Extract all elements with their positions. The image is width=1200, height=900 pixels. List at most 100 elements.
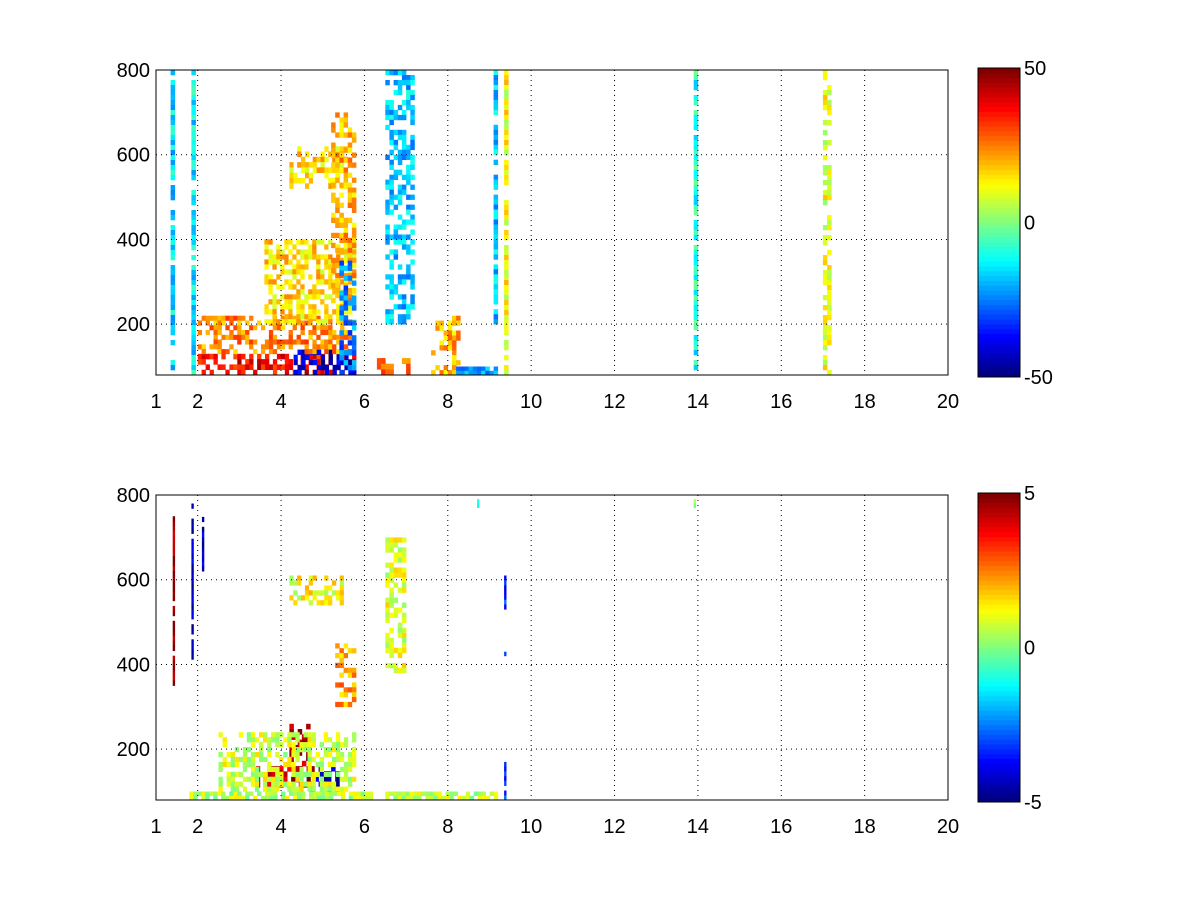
top-heat-cell <box>348 279 353 285</box>
top-heat-cell <box>344 334 349 340</box>
bot-heat-cell <box>319 786 324 792</box>
bot-heat-cell <box>316 791 322 796</box>
top-heat-cell <box>822 90 828 96</box>
bot-heat-cell <box>340 795 346 801</box>
top-heat-cell <box>284 369 290 376</box>
top-heat-cell <box>693 275 699 281</box>
bot-heat-cell <box>271 781 276 787</box>
top-heat-cell <box>493 254 499 260</box>
bot-heat-cell <box>246 737 252 743</box>
bot-heat-cell <box>297 595 302 601</box>
top-heat-cell <box>504 320 509 326</box>
bot-heat-cell <box>309 795 314 801</box>
top-colorbar-swatch <box>978 179 1020 185</box>
top-heat-cell <box>308 249 313 255</box>
bot-heat-cell <box>259 732 264 738</box>
top-heat-cell <box>284 259 289 265</box>
top-heat-cell <box>300 330 305 336</box>
top-heat-cell <box>297 151 302 158</box>
top-heat-cell <box>389 149 394 155</box>
top-heat-cell <box>827 285 832 291</box>
bot-heat-cell <box>352 776 357 782</box>
top-heat-cell <box>504 275 509 281</box>
bot-heat-cell <box>323 781 328 787</box>
bot-heat-feature <box>191 503 194 660</box>
top-heat-cell <box>197 344 202 350</box>
top-heat-cell <box>241 315 246 321</box>
top-heat-cell <box>389 179 394 185</box>
top-heat-cell <box>385 274 390 280</box>
top-heat-cell <box>693 135 699 141</box>
top-heat-cell <box>335 177 340 183</box>
bot-heat-cell <box>263 786 268 792</box>
bot-heat-cell <box>397 587 403 593</box>
top-heat-cell <box>493 234 499 240</box>
top-heat-cell <box>312 309 317 315</box>
top-heat-cell <box>351 207 357 213</box>
top-heat-cell <box>393 139 399 146</box>
bot-heat-cell <box>393 607 399 613</box>
bot-heat-cell <box>289 755 294 762</box>
top-heat-cell <box>343 275 349 281</box>
top-heat-cell <box>213 353 218 360</box>
top-heat-cell <box>328 269 333 275</box>
top-heat-cell <box>328 369 333 376</box>
bot-colorbar-tick-label: -5 <box>1024 792 1042 814</box>
top-heat-cell <box>205 315 210 321</box>
bot-heat-cell <box>352 747 357 753</box>
bot-heat-cell <box>351 687 357 693</box>
top-colorbar-swatch <box>978 362 1020 368</box>
top-heat-cell <box>328 264 333 270</box>
top-heat-cell <box>401 139 407 146</box>
top-heat-cell <box>264 319 269 325</box>
top-heat-cell <box>347 247 353 254</box>
top-heat-cell <box>300 249 305 255</box>
top-heat-cell <box>336 359 341 366</box>
bot-colorbar-swatch <box>978 570 1020 576</box>
bot-colorbar-frame <box>977 492 1021 803</box>
top-heat-cell <box>504 115 509 121</box>
bot-heat-cell <box>319 756 324 763</box>
top-heat-cell <box>308 244 313 250</box>
top-heat-cell <box>351 222 357 228</box>
top-colorbar-swatch <box>978 130 1020 137</box>
bot-heat-cell <box>504 585 507 591</box>
top-heat-cell <box>406 104 411 111</box>
top-colorbar-swatch <box>978 338 1020 344</box>
bot-heat-cell <box>254 776 260 782</box>
bot-heat-cell <box>269 791 274 796</box>
bot-heat-cell <box>275 766 280 772</box>
top-colorbar-swatch <box>978 290 1020 296</box>
top-heat-cell <box>397 214 403 220</box>
bot-heat-cell <box>328 600 333 606</box>
bot-heat-cell <box>343 776 349 782</box>
bot-heat-cell <box>320 791 326 796</box>
bot-heat-cell <box>311 786 316 792</box>
top-heat-cell <box>331 282 336 289</box>
top-heat-cell <box>393 154 399 160</box>
top-heat-cell <box>300 339 305 345</box>
bot-heat-cell <box>385 547 390 553</box>
top-colorbar-swatch <box>978 270 1020 277</box>
top-heat-cell <box>468 370 474 376</box>
bot-heat-cell <box>307 742 312 748</box>
top-heat-cell <box>822 345 828 351</box>
top-heat-cell <box>822 105 828 111</box>
top-heat-cell <box>312 167 317 173</box>
top-heat-cell <box>693 365 699 371</box>
top-heat-cell <box>339 295 344 301</box>
bot-heat-cell <box>230 771 235 777</box>
bot-heat-cell <box>433 795 438 801</box>
top-heat-cell <box>292 294 297 300</box>
top-heat-cell <box>191 125 196 131</box>
bot-heat-cell <box>172 670 176 676</box>
bot-heat-cell <box>246 756 252 763</box>
bot-heat-cell <box>352 761 357 768</box>
top-heat-cell <box>170 280 176 286</box>
top-heat-cell <box>205 330 210 336</box>
bot-heat-cell <box>307 737 312 743</box>
top-heat-cell <box>339 290 344 296</box>
top-heat-cell <box>410 134 415 141</box>
top-heat-cell <box>272 299 277 305</box>
bot-x-tick-label: 14 <box>687 816 709 838</box>
